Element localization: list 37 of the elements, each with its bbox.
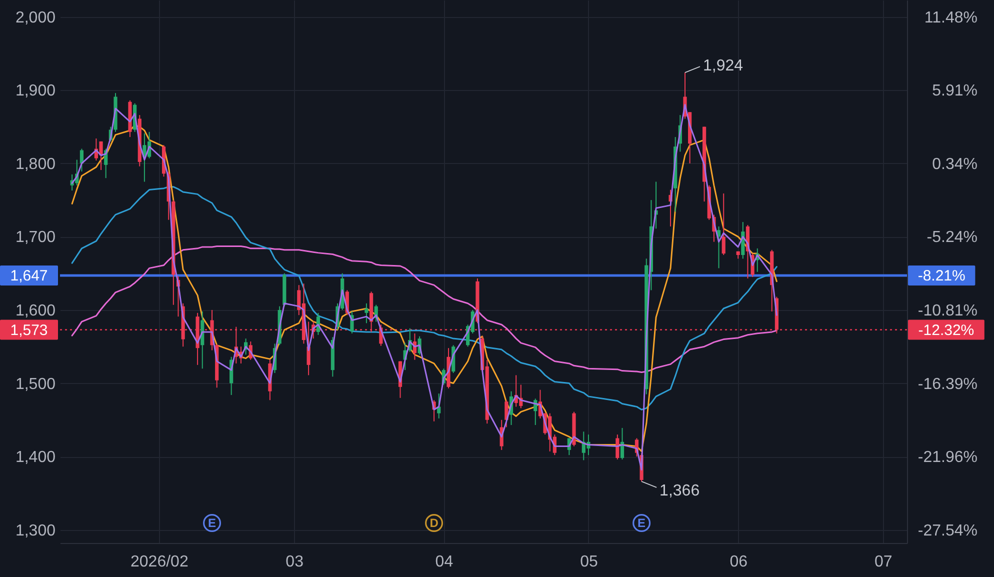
y2-tick-label: 11.48%: [924, 9, 978, 26]
annotation: D: [430, 516, 439, 530]
y-tick-label: 2,000: [15, 9, 56, 26]
x-tick-label: 03: [286, 554, 304, 570]
annotation: 1,924: [702, 58, 744, 75]
y2-tick-label: -27.54%: [918, 522, 978, 540]
annotation: -8.21%: [918, 268, 966, 285]
x-tick-label: 05: [580, 554, 598, 570]
y-tick-label: 1,500: [15, 376, 56, 393]
y2-tick-label: -5.24%: [926, 229, 978, 246]
y-tick-label: 1,300: [15, 522, 56, 540]
y-tick-label: 1,700: [15, 229, 56, 246]
x-tick-label: 06: [730, 554, 748, 570]
candlestick: [616, 434, 620, 460]
y-tick-label: 1,600: [15, 302, 56, 320]
line-series: [71, 186, 778, 410]
x-tick-label: 2026/02: [130, 554, 188, 570]
annotation: 1,366: [660, 482, 700, 500]
x-tick-label: 07: [874, 554, 892, 570]
candlestick: [722, 192, 726, 256]
x-tick-label: 04: [435, 554, 454, 570]
annotation: E: [638, 516, 646, 530]
y-tick-label: 1,900: [15, 82, 56, 100]
y2-tick-label: 0.34%: [932, 156, 978, 173]
candlestick: [80, 148, 84, 172]
line-series: [71, 245, 778, 374]
y2-tick-label: -21.96%: [918, 448, 978, 466]
y-tick-label: 1,400: [15, 449, 56, 466]
y-tick-label: 1,800: [15, 156, 56, 173]
y2-tick-label: -16.39%: [918, 376, 978, 393]
candlestick: [364, 302, 368, 324]
y2-tick-label: -10.81%: [918, 302, 978, 320]
annotation: -12.32%: [918, 322, 974, 339]
ref-line-label: 1,573: [10, 322, 48, 339]
y2-tick-label: 5.91%: [932, 82, 978, 100]
ref-line-label: 1,647: [10, 268, 48, 285]
annotation: E: [208, 516, 216, 530]
